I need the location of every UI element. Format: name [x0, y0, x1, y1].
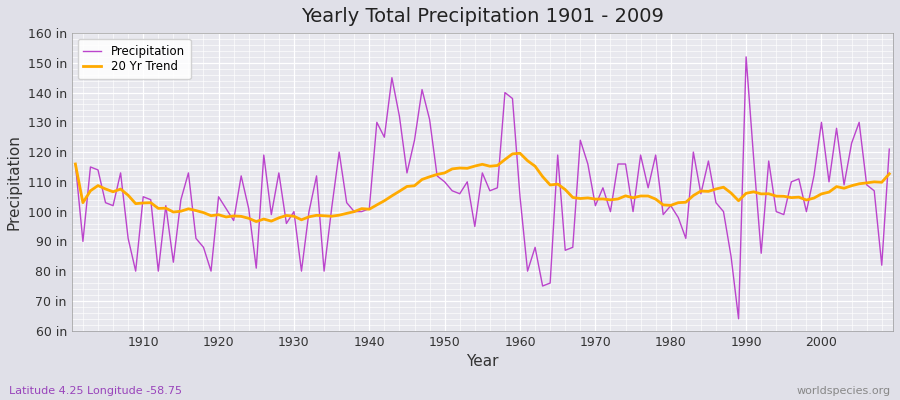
Precipitation [741, 54, 751, 59]
Precipitation [130, 269, 141, 274]
20 Yr Trend [130, 201, 141, 206]
20 Yr Trend [884, 172, 895, 176]
X-axis label: Year: Year [466, 354, 499, 369]
Text: Latitude 4.25 Longitude -58.75: Latitude 4.25 Longitude -58.75 [9, 386, 182, 396]
Y-axis label: Precipitation: Precipitation [7, 134, 22, 230]
20 Yr Trend [530, 164, 541, 169]
20 Yr Trend [251, 219, 262, 224]
Precipitation [296, 269, 307, 274]
20 Yr Trend [70, 162, 81, 166]
Line: 20 Yr Trend: 20 Yr Trend [76, 153, 889, 222]
Precipitation [884, 147, 895, 152]
Precipitation [70, 162, 81, 166]
20 Yr Trend [349, 209, 360, 214]
20 Yr Trend [620, 194, 631, 198]
Legend: Precipitation, 20 Yr Trend: Precipitation, 20 Yr Trend [77, 39, 191, 79]
Precipitation [341, 200, 352, 205]
Precipitation [605, 209, 616, 214]
20 Yr Trend [522, 158, 533, 163]
20 Yr Trend [515, 151, 526, 156]
Title: Yearly Total Precipitation 1901 - 2009: Yearly Total Precipitation 1901 - 2009 [301, 7, 664, 26]
Precipitation [734, 316, 744, 321]
20 Yr Trend [303, 214, 314, 219]
Line: Precipitation: Precipitation [76, 57, 889, 319]
Precipitation [507, 96, 517, 101]
Precipitation [515, 194, 526, 199]
Text: worldspecies.org: worldspecies.org [796, 386, 891, 396]
